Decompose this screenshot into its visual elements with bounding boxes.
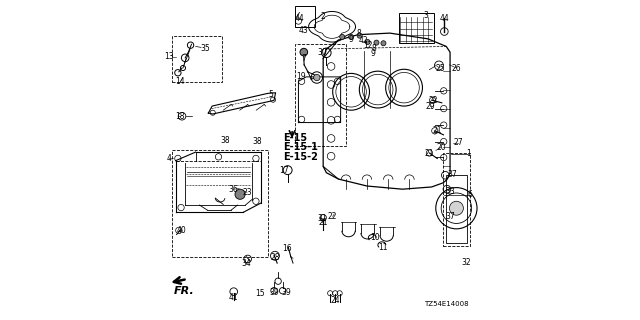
- Bar: [295, 44, 346, 146]
- Text: 3: 3: [424, 11, 429, 20]
- Circle shape: [340, 34, 345, 39]
- Circle shape: [235, 189, 245, 199]
- Text: 37: 37: [446, 212, 456, 221]
- Circle shape: [300, 48, 308, 56]
- Bar: [445, 175, 467, 243]
- Text: 7: 7: [301, 54, 307, 63]
- Text: 15: 15: [255, 289, 264, 298]
- Text: 38: 38: [252, 137, 262, 146]
- Text: E-15: E-15: [284, 133, 308, 143]
- Text: TZ54E14008: TZ54E14008: [424, 301, 469, 307]
- Text: 39: 39: [269, 288, 279, 297]
- Text: 26: 26: [452, 63, 461, 73]
- Text: 5: 5: [268, 91, 273, 100]
- Text: FR.: FR.: [174, 286, 195, 296]
- Text: E-15-2: E-15-2: [284, 152, 318, 162]
- Text: 23: 23: [242, 188, 252, 197]
- Text: 18: 18: [175, 112, 184, 121]
- Bar: [173, 36, 221, 82]
- Text: 16: 16: [282, 244, 291, 253]
- Text: 6: 6: [467, 190, 472, 199]
- Text: 43: 43: [299, 26, 308, 35]
- Bar: [172, 150, 268, 257]
- Circle shape: [381, 41, 386, 46]
- Text: 22: 22: [328, 212, 337, 221]
- Text: 38: 38: [221, 136, 230, 145]
- Text: 36: 36: [229, 185, 239, 194]
- Text: 29: 29: [426, 101, 435, 111]
- Text: 37: 37: [448, 170, 458, 179]
- Text: 19: 19: [296, 72, 306, 81]
- Text: 14: 14: [175, 77, 185, 86]
- Text: 21: 21: [319, 218, 328, 227]
- Text: 35: 35: [200, 44, 210, 53]
- Text: 8: 8: [372, 44, 376, 53]
- Circle shape: [365, 39, 370, 44]
- Text: 33: 33: [445, 187, 455, 196]
- Text: 27: 27: [453, 138, 463, 147]
- Text: 10: 10: [370, 233, 380, 242]
- Text: 44: 44: [440, 14, 449, 23]
- Text: 11: 11: [379, 243, 388, 252]
- Bar: [443, 153, 470, 246]
- Text: 13: 13: [164, 52, 174, 61]
- Text: 17: 17: [280, 166, 289, 175]
- Text: 44: 44: [294, 14, 304, 23]
- Circle shape: [314, 74, 320, 81]
- Text: 39: 39: [281, 288, 291, 297]
- Text: 28: 28: [271, 253, 280, 262]
- Text: 12: 12: [363, 41, 372, 50]
- Text: 21: 21: [425, 149, 434, 158]
- Text: 40: 40: [176, 226, 186, 235]
- Text: 32: 32: [461, 258, 471, 267]
- Circle shape: [349, 34, 354, 39]
- Bar: [295, 6, 315, 28]
- Text: 2: 2: [320, 12, 325, 21]
- Text: 4: 4: [167, 154, 172, 163]
- Text: 22: 22: [429, 96, 438, 105]
- Text: E-15-1: E-15-1: [284, 142, 318, 152]
- Text: 24: 24: [330, 296, 340, 305]
- Text: 42: 42: [359, 36, 369, 44]
- Text: 20: 20: [436, 143, 446, 152]
- Circle shape: [357, 33, 362, 38]
- Text: 21: 21: [433, 126, 442, 135]
- Text: 30: 30: [317, 48, 328, 57]
- Text: 1: 1: [466, 149, 471, 158]
- Circle shape: [374, 40, 379, 45]
- Text: 34: 34: [241, 259, 252, 268]
- Text: 9: 9: [370, 49, 375, 58]
- Text: 31: 31: [317, 214, 327, 223]
- Text: 9: 9: [349, 35, 353, 44]
- Text: 25: 25: [435, 63, 445, 73]
- Bar: [399, 13, 433, 43]
- Circle shape: [449, 201, 463, 215]
- Text: 8: 8: [356, 28, 361, 38]
- Text: 41: 41: [229, 292, 239, 301]
